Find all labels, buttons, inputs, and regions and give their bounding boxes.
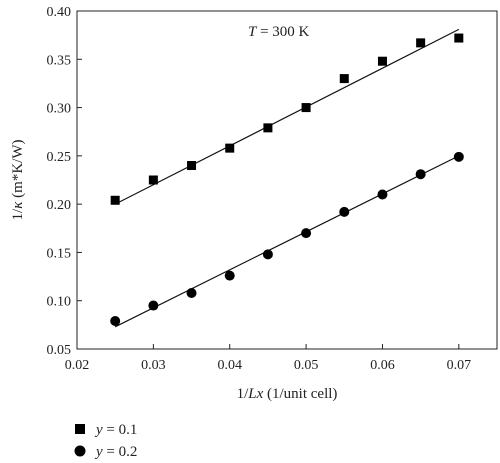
- y-tick-label: 0.30: [47, 102, 72, 117]
- data-point-square: [454, 33, 464, 43]
- data-point-square: [225, 143, 235, 153]
- legend: y = 0.1 y = 0.2: [74, 422, 137, 460]
- y-tick-label: 0.05: [47, 343, 72, 358]
- data-point-circle: [110, 315, 121, 326]
- data-point-square: [110, 195, 120, 205]
- legend-label-series-1: y = 0.1: [94, 422, 137, 438]
- data-point-square: [148, 175, 158, 185]
- legend-marker-square: [75, 424, 85, 434]
- data-point-circle: [453, 151, 464, 162]
- data-point-square: [263, 123, 273, 133]
- data-point-square: [416, 38, 426, 48]
- legend-label-series-2: y = 0.2: [94, 444, 137, 460]
- data-point-circle: [377, 189, 388, 200]
- y-axis-label: 1/κ (m*K/W): [10, 140, 26, 221]
- data-point-circle: [415, 169, 426, 180]
- y-tick-label: 0.15: [47, 246, 72, 261]
- data-point-circle: [301, 228, 312, 239]
- data-point-square: [187, 161, 197, 171]
- y-tick-label: 0.40: [47, 5, 72, 20]
- x-tick-label: 0.02: [65, 358, 90, 373]
- y-tick-label: 0.10: [47, 295, 72, 310]
- y-tick-label: 0.25: [47, 150, 72, 165]
- data-point-circle: [339, 206, 350, 217]
- fit-line-series-2: [114, 155, 460, 328]
- temperature-annotation: T = 300 K: [248, 24, 310, 40]
- plot-frame: [76, 10, 498, 350]
- data-points: [110, 33, 464, 326]
- y-tick-label: 0.35: [47, 53, 72, 68]
- data-point-square: [377, 56, 387, 66]
- data-point-square: [301, 103, 311, 113]
- data-point-square: [339, 74, 349, 84]
- x-axis-label: 1/Lx (1/unit cell): [237, 386, 338, 402]
- x-tick-label: 0.03: [141, 358, 166, 373]
- data-point-circle: [262, 249, 273, 260]
- data-point-circle: [224, 270, 235, 281]
- x-tick-label: 0.04: [217, 358, 242, 373]
- fit-lines: [114, 28, 460, 328]
- fit-line-series-1: [114, 28, 460, 205]
- x-tick-label: 0.06: [370, 358, 395, 373]
- data-point-circle: [148, 300, 159, 311]
- legend-marker-circle: [74, 445, 86, 457]
- x-tick-label: 0.07: [447, 358, 472, 373]
- ticks: 0.02 0.03 0.04 0.05 0.06 0.07 0.05 0.10 0.15 0.20…: [47, 5, 472, 373]
- x-tick-label: 0.05: [294, 358, 319, 373]
- y-tick-label: 0.20: [47, 198, 72, 213]
- data-point-circle: [186, 287, 197, 298]
